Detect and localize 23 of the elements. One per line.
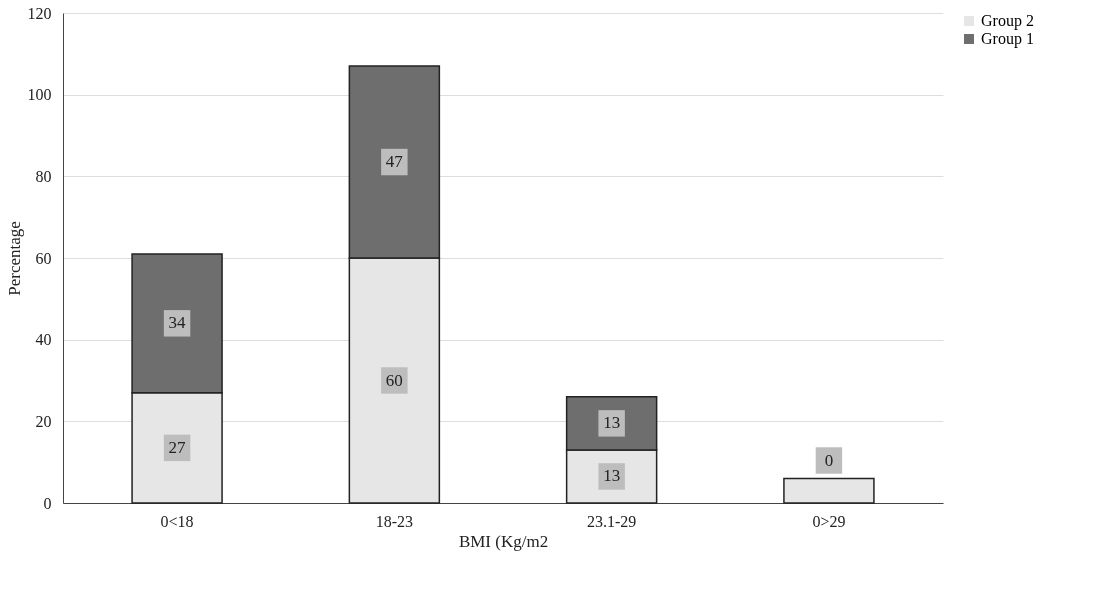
data-label: 34	[168, 313, 187, 333]
data-label: 27	[168, 437, 187, 457]
bar	[783, 477, 875, 504]
y-tick-label: 20	[35, 412, 52, 430]
legend-label: Group 1	[981, 30, 1034, 48]
y-tick-label: 100	[27, 86, 52, 104]
y-tick-label: 40	[35, 331, 52, 349]
x-tick-label: 0<18	[160, 512, 194, 530]
y-tick-label: 80	[35, 167, 52, 185]
x-tick-label: 18-23	[375, 512, 414, 530]
data-label: 13	[603, 413, 621, 433]
y-tick-label: 60	[35, 249, 52, 267]
y-tick-label: 0	[43, 494, 52, 512]
x-axis-title: BMI (Kg/m2	[458, 531, 549, 551]
x-tick-label: 23.1-29	[586, 512, 637, 530]
legend-label: Group 2	[981, 12, 1034, 30]
data-label: 13	[603, 466, 621, 486]
y-axis-title: Percentage	[4, 221, 24, 296]
data-label: 47	[385, 152, 404, 172]
data-label: 60	[385, 370, 403, 390]
data-label: 0	[824, 450, 834, 470]
x-tick-label: 0>29	[812, 512, 846, 530]
y-tick-label: 120	[27, 4, 52, 22]
